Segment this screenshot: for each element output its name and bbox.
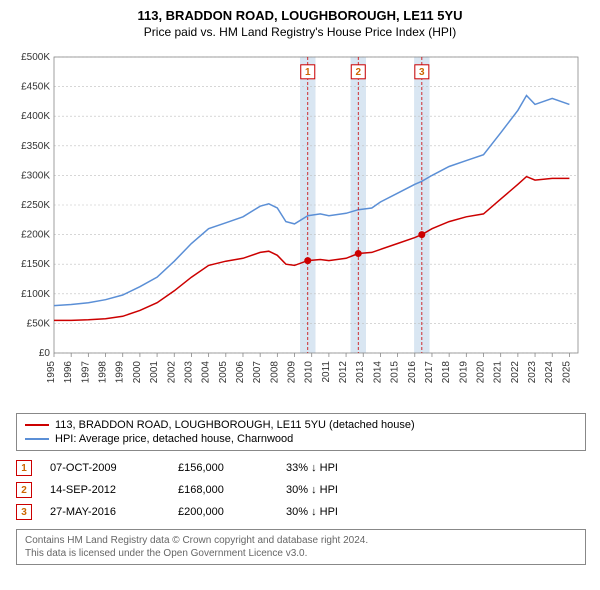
x-tick-label: 2016 xyxy=(407,361,418,384)
y-tick-label: £450K xyxy=(21,82,50,93)
y-tick-label: £50K xyxy=(27,318,51,329)
sales-row: 2 14-SEP-2012 £168,000 30% ↓ HPI xyxy=(16,479,586,501)
x-tick-label: 2010 xyxy=(304,361,315,384)
sale-price: £168,000 xyxy=(178,484,268,496)
x-tick-label: 2019 xyxy=(458,361,469,384)
x-tick-label: 2006 xyxy=(235,361,246,384)
sale-price: £156,000 xyxy=(178,462,268,474)
chart-svg: £0 £50K £100K £150K £200K £250K £300K £350K £400… xyxy=(10,47,590,407)
sale-hpi: 30% ↓ HPI xyxy=(286,484,396,496)
sales-row: 1 07-OCT-2009 £156,000 33% ↓ HPI xyxy=(16,457,586,479)
x-tick-label: 2004 xyxy=(201,361,212,384)
x-tick-label: 2023 xyxy=(527,361,538,384)
chart-subtitle: Price paid vs. HM Land Registry's House … xyxy=(10,25,590,39)
chart-plot-area: £0 £50K £100K £150K £200K £250K £300K £350K £400… xyxy=(10,47,590,407)
chart-container: 113, BRADDON ROAD, LOUGHBOROUGH, LE11 5Y… xyxy=(0,0,600,573)
x-tick-label: 2001 xyxy=(149,361,160,384)
legend-label: HPI: Average price, detached house, Char… xyxy=(55,433,293,445)
x-tick-label: 2013 xyxy=(355,361,366,384)
x-tick-label: 2009 xyxy=(287,361,298,384)
sale-marker-box: 1 xyxy=(16,460,32,476)
x-tick-label: 1996 xyxy=(63,361,74,384)
legend-swatch xyxy=(25,438,49,440)
sale-date: 14-SEP-2012 xyxy=(50,484,160,496)
y-tick-label: £500K xyxy=(21,52,50,63)
legend-row: 113, BRADDON ROAD, LOUGHBOROUGH, LE11 5Y… xyxy=(25,418,577,432)
sale-marker-box: 2 xyxy=(16,482,32,498)
x-tick-label: 2020 xyxy=(476,361,487,384)
x-tick-label: 1999 xyxy=(115,361,126,384)
x-tick-label: 2014 xyxy=(372,361,383,384)
x-tick-label: 2005 xyxy=(218,361,229,384)
sale-marker-box: 3 xyxy=(16,504,32,520)
x-tick-label: 2008 xyxy=(269,361,280,384)
x-tick-label: 2012 xyxy=(338,361,349,384)
x-tick-label: 2021 xyxy=(493,361,504,384)
sale-hpi: 33% ↓ HPI xyxy=(286,462,396,474)
legend: 113, BRADDON ROAD, LOUGHBOROUGH, LE11 5Y… xyxy=(16,413,586,451)
footnote-line-2: This data is licensed under the Open Gov… xyxy=(25,547,577,560)
x-tick-label: 2002 xyxy=(166,361,177,384)
x-tick-label: 2011 xyxy=(321,361,332,383)
sale-date: 07-OCT-2009 xyxy=(50,462,160,474)
sale-marker-label: 3 xyxy=(419,67,425,78)
x-tick-label: 2003 xyxy=(183,361,194,384)
y-tick-label: £350K xyxy=(21,141,50,152)
x-tick-label: 2025 xyxy=(561,361,572,384)
legend-row: HPI: Average price, detached house, Char… xyxy=(25,432,577,446)
y-tick-label: £100K xyxy=(21,289,50,300)
sale-marker-label: 2 xyxy=(355,67,361,78)
x-tick-label: 2007 xyxy=(252,361,263,384)
x-tick-label: 1995 xyxy=(46,361,57,384)
y-tick-label: £400K xyxy=(21,111,50,122)
sale-marker-label: 1 xyxy=(305,67,311,78)
sale-hpi: 30% ↓ HPI xyxy=(286,506,396,518)
footnote: Contains HM Land Registry data © Crown c… xyxy=(16,529,586,565)
x-tick-label: 2024 xyxy=(544,361,555,384)
y-tick-label: £0 xyxy=(39,348,51,359)
sales-table: 1 07-OCT-2009 £156,000 33% ↓ HPI 2 14-SEP-201… xyxy=(16,457,586,523)
y-tick-label: £200K xyxy=(21,230,50,241)
sale-price: £200,000 xyxy=(178,506,268,518)
x-tick-label: 2015 xyxy=(390,361,401,384)
x-tick-label: 2022 xyxy=(510,361,521,384)
chart-title: 113, BRADDON ROAD, LOUGHBOROUGH, LE11 5Y… xyxy=(10,8,590,23)
x-tick-label: 2018 xyxy=(441,361,452,384)
x-tick-label: 1998 xyxy=(98,361,109,384)
x-tick-label: 2017 xyxy=(424,361,435,384)
legend-swatch xyxy=(25,424,49,426)
y-tick-label: £250K xyxy=(21,200,50,211)
sales-row: 3 27-MAY-2016 £200,000 30% ↓ HPI xyxy=(16,501,586,523)
x-tick-label: 1997 xyxy=(80,361,91,384)
sale-date: 27-MAY-2016 xyxy=(50,506,160,518)
footnote-line-1: Contains HM Land Registry data © Crown c… xyxy=(25,534,577,547)
x-tick-label: 2000 xyxy=(132,361,143,384)
y-tick-label: £150K xyxy=(21,259,50,270)
y-tick-label: £300K xyxy=(21,170,50,181)
legend-label: 113, BRADDON ROAD, LOUGHBOROUGH, LE11 5Y… xyxy=(55,419,415,431)
